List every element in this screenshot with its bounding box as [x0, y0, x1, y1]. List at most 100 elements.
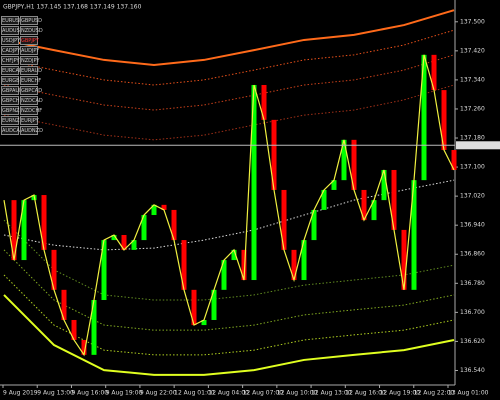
- candle: [11, 200, 17, 261]
- band-line: [3, 29, 455, 86]
- candle: [431, 54, 437, 91]
- symbol-button[interactable]: EURGBP: [1, 76, 23, 85]
- candle: [301, 240, 307, 281]
- candle: [291, 249, 297, 281]
- y-tick-label: 137.100: [460, 164, 485, 171]
- y-tick-label: 137.340: [460, 76, 485, 83]
- symbol-button[interactable]: EURJPY: [20, 116, 39, 125]
- candle: [321, 189, 327, 210]
- symbol-button[interactable]: CADJPY: [1, 46, 21, 55]
- candle: [131, 240, 137, 250]
- symbol-button[interactable]: AUDNZD: [20, 126, 43, 135]
- candle: [441, 90, 447, 151]
- y-tick-label: 136.860: [460, 251, 485, 258]
- candle: [421, 54, 427, 181]
- candle: [351, 139, 357, 190]
- band-line: [3, 54, 455, 111]
- symbol-panel: EURUSD GBPUSD AUDUSD NZDUSD USDJPY GBPJPY CADJ…: [1, 16, 43, 135]
- symbol-button[interactable]: GBPCAD: [20, 86, 43, 95]
- candle: [151, 204, 157, 216]
- symbol-button[interactable]: NZDJPY: [20, 56, 40, 65]
- candle: [261, 84, 267, 120]
- x-tick-label: 9 Aug 16:00: [71, 390, 108, 397]
- candle: [101, 240, 107, 301]
- band-line: [3, 179, 455, 251]
- y-tick-label: 136.620: [460, 338, 485, 345]
- x-tick-label: 12 Aug 04:00: [208, 390, 249, 397]
- symbol-button[interactable]: EURUSD: [1, 16, 23, 25]
- symbol-button[interactable]: CHFJPY: [1, 56, 20, 65]
- x-tick-label: 12 Aug 22:00: [414, 390, 455, 397]
- x-tick-label: 12 Aug 13:00: [311, 390, 352, 397]
- symbol-button[interactable]: NZDCAD: [20, 96, 43, 105]
- candle: [411, 180, 417, 290]
- symbol-button[interactable]: EURCAD: [1, 66, 23, 75]
- candle: [211, 289, 217, 320]
- symbol-button[interactable]: NZDUSD: [20, 26, 43, 35]
- candle: [391, 169, 397, 230]
- candle: [191, 289, 197, 326]
- x-tick-label: 9 Aug 2019: [3, 390, 38, 397]
- candle: [171, 209, 177, 241]
- symbol-button[interactable]: AUDCAD: [1, 126, 24, 135]
- candle: [51, 249, 57, 290]
- current-price-label: 137.160: [459, 142, 484, 149]
- band-line: [3, 249, 455, 331]
- candle: [221, 260, 227, 290]
- band-line: [3, 294, 455, 376]
- y-tick-label: 136.940: [460, 222, 485, 229]
- price-line: [3, 54, 455, 357]
- candle: [381, 169, 387, 201]
- x-tick-label: 9 Aug 19:00: [106, 390, 143, 397]
- candle: [451, 150, 457, 170]
- candle: [91, 300, 97, 355]
- candle: [161, 204, 167, 210]
- y-tick-label: 136.780: [460, 280, 485, 287]
- candle: [71, 319, 77, 340]
- symbol-button[interactable]: AUDUSD: [1, 26, 24, 35]
- candle: [241, 249, 247, 281]
- candle: [281, 189, 287, 250]
- symbol-button[interactable]: EURAUD: [20, 66, 43, 75]
- x-tick-label: 9 Aug 13:00: [37, 390, 74, 397]
- y-tick-label: 136.700: [460, 309, 485, 316]
- symbol-button[interactable]: AUDJPY: [20, 46, 40, 55]
- symbol-button[interactable]: GBPUSD: [20, 16, 43, 25]
- symbol-button[interactable]: EURNZD: [1, 116, 24, 125]
- symbol-button[interactable]: GBPNZD: [1, 106, 24, 115]
- candle: [371, 200, 377, 221]
- band-line: [3, 84, 455, 141]
- symbol-button[interactable]: GBPJPY: [20, 36, 39, 45]
- symbol-button[interactable]: GBPCHF: [1, 96, 23, 105]
- symbol-button[interactable]: NZDCHF: [20, 106, 43, 115]
- candle: [331, 180, 337, 190]
- candle: [231, 249, 237, 261]
- x-tick-label: 12 Aug 19:00: [380, 390, 421, 397]
- symbol-button[interactable]: EURCHF: [20, 76, 42, 85]
- y-tick-label: 137.260: [460, 105, 485, 112]
- y-tick-label: 137.180: [460, 135, 485, 142]
- x-tick-label: 9 Aug 22:00: [140, 390, 177, 397]
- y-tick-label: 136.540: [460, 367, 485, 374]
- symbol-button[interactable]: USDJPY: [1, 36, 21, 45]
- y-tick-label: 137.500: [460, 18, 485, 25]
- x-tick-label: 13 Aug 01:00: [448, 390, 489, 397]
- band-line: [3, 219, 455, 301]
- candle: [141, 215, 147, 241]
- candle: [181, 240, 187, 290]
- candle: [401, 229, 407, 290]
- candle: [201, 319, 207, 326]
- x-tick-label: 12 Aug 10:00: [277, 390, 318, 397]
- candle: [361, 189, 367, 221]
- chart-header: GBPJPY,H1 137.145 137.168 137.149 137.16…: [3, 4, 142, 11]
- candle: [81, 339, 87, 355]
- y-tick-label: 137.420: [460, 47, 485, 54]
- x-tick-label: 12 Aug 01:00: [174, 390, 215, 397]
- band-line: [3, 274, 455, 356]
- current-price-box: [456, 141, 500, 150]
- band-line: [3, 9, 455, 67]
- y-tick-label: 137.020: [460, 193, 485, 200]
- symbol-button[interactable]: GBPAUD: [1, 86, 23, 95]
